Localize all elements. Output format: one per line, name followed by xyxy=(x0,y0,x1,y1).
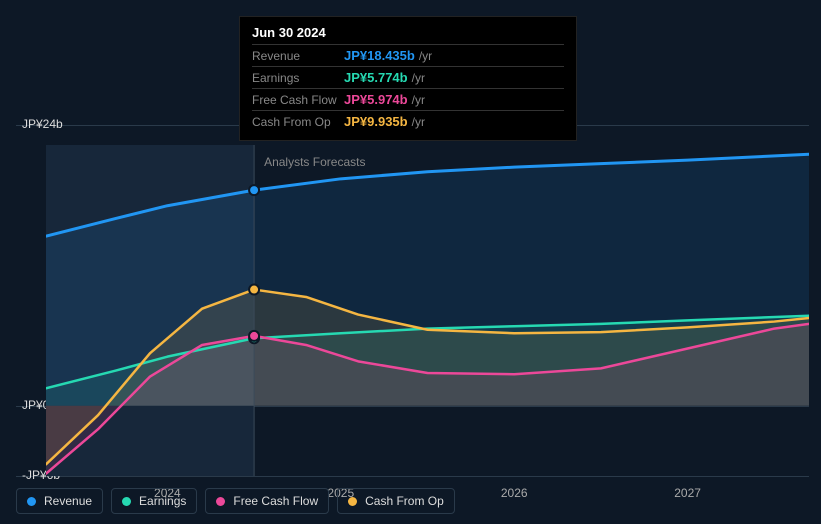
tooltip-row: RevenueJP¥18.435b/yr xyxy=(252,44,564,66)
tooltip-value: JP¥9.935b xyxy=(344,114,408,129)
tooltip-label: Revenue xyxy=(252,49,344,63)
tooltip-row: Free Cash FlowJP¥5.974b/yr xyxy=(252,88,564,110)
tooltip-unit: /yr xyxy=(412,71,425,85)
y-gridline: -JP¥6b xyxy=(16,476,809,477)
legend-label: Cash From Op xyxy=(365,494,444,508)
legend-label: Free Cash Flow xyxy=(233,494,318,508)
tooltip-unit: /yr xyxy=(412,115,425,129)
tooltip-unit: /yr xyxy=(412,93,425,107)
legend-label: Revenue xyxy=(44,494,92,508)
tooltip-label: Free Cash Flow xyxy=(252,93,344,107)
plot-area: JP¥24bJP¥0-JP¥6b 2024202520262027 Past A… xyxy=(16,125,809,476)
tooltip-row: EarningsJP¥5.774b/yr xyxy=(252,66,564,88)
tooltip-unit: /yr xyxy=(419,49,432,63)
tooltip-row: Cash From OpJP¥9.935b/yr xyxy=(252,110,564,132)
legend-item[interactable]: Earnings xyxy=(111,488,197,514)
tooltip-date: Jun 30 2024 xyxy=(252,25,564,44)
financials-chart: Jun 30 2024 RevenueJP¥18.435b/yrEarnings… xyxy=(0,0,821,524)
legend: Revenue Earnings Free Cash Flow Cash From O… xyxy=(16,488,455,514)
tooltip-value: JP¥5.774b xyxy=(344,70,408,85)
chart-svg xyxy=(46,125,809,476)
legend-swatch xyxy=(27,497,36,506)
x-tick-label: 2026 xyxy=(501,486,528,500)
tooltip-value: JP¥5.974b xyxy=(344,92,408,107)
legend-label: Earnings xyxy=(139,494,186,508)
legend-item[interactable]: Revenue xyxy=(16,488,103,514)
legend-swatch xyxy=(122,497,131,506)
tooltip-value: JP¥18.435b xyxy=(344,48,415,63)
tooltip-label: Cash From Op xyxy=(252,115,344,129)
legend-swatch xyxy=(216,497,225,506)
x-tick-label: 2027 xyxy=(674,486,701,500)
tooltip-label: Earnings xyxy=(252,71,344,85)
legend-item[interactable]: Free Cash Flow xyxy=(205,488,329,514)
legend-swatch xyxy=(348,497,357,506)
legend-item[interactable]: Cash From Op xyxy=(337,488,455,514)
chart-tooltip: Jun 30 2024 RevenueJP¥18.435b/yrEarnings… xyxy=(239,16,577,141)
